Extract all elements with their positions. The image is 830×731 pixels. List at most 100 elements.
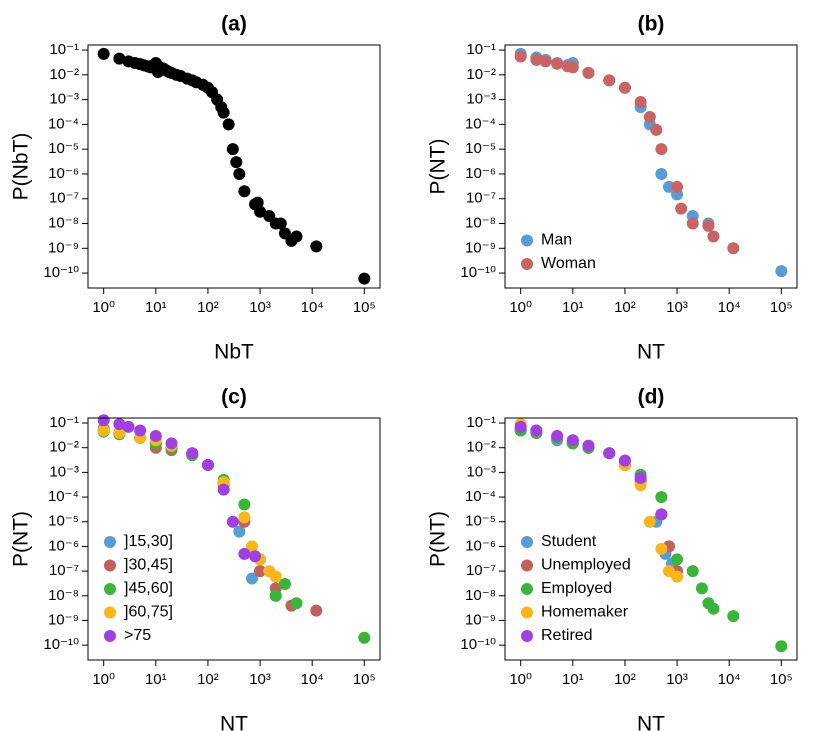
- point: [238, 511, 251, 524]
- y-tick-label: 10⁻⁹: [465, 239, 496, 256]
- x-tick-label: 10⁴: [718, 671, 741, 688]
- legend-marker: [521, 630, 533, 642]
- point: [707, 602, 720, 615]
- legend-marker: [521, 583, 533, 595]
- point: [230, 156, 243, 169]
- point: [254, 565, 267, 578]
- legend-label: ]30,45]: [124, 557, 173, 574]
- point: [566, 434, 579, 447]
- x-tick-label: 10¹: [562, 671, 584, 688]
- y-tick-label: 10⁻⁷: [49, 562, 79, 579]
- x-tick-label: 10¹: [145, 299, 167, 316]
- y-tick-label: 10⁻⁴: [465, 488, 496, 505]
- y-tick-label: 10⁻⁵: [48, 513, 79, 530]
- y-tick-label: 10⁻²: [466, 439, 496, 456]
- legend-marker: [104, 630, 116, 642]
- y-tick-label: 10⁻¹: [49, 41, 79, 58]
- point: [686, 217, 699, 230]
- y-tick-label: 10⁻⁷: [466, 190, 496, 207]
- legend-label: Employed: [541, 580, 612, 597]
- point: [707, 230, 720, 243]
- y-axis-label: P(NbT): [10, 133, 33, 201]
- point: [551, 57, 564, 70]
- point: [582, 439, 595, 452]
- point: [217, 483, 230, 496]
- point: [134, 424, 147, 437]
- point: [245, 540, 258, 553]
- y-tick-label: 10⁻⁴: [465, 115, 496, 132]
- legend-label: Student: [541, 533, 597, 550]
- point: [122, 420, 135, 433]
- point: [290, 597, 303, 610]
- point: [686, 565, 699, 578]
- point: [634, 471, 647, 484]
- point: [222, 118, 235, 131]
- x-tick-label: 10¹: [562, 299, 584, 316]
- point: [226, 143, 239, 156]
- x-tick-label: 10³: [249, 299, 271, 316]
- y-tick-label: 10⁻⁴: [48, 488, 79, 505]
- point: [603, 447, 616, 460]
- y-tick-label: 10⁻²: [49, 66, 79, 83]
- x-tick-label: 10³: [666, 299, 688, 316]
- legend-label: ]45,60]: [124, 580, 173, 597]
- legend-marker: [521, 536, 533, 548]
- point: [274, 217, 287, 230]
- point: [775, 640, 788, 653]
- panel-title: (c): [221, 386, 247, 409]
- point: [233, 525, 246, 538]
- y-tick-label: 10⁻¹⁰: [460, 264, 496, 281]
- x-tick-label: 10⁵: [770, 299, 793, 316]
- x-tick-label: 10²: [614, 671, 636, 688]
- point: [655, 491, 668, 504]
- legend-label: ]15,30]: [124, 533, 173, 550]
- y-tick-label: 10⁻⁸: [465, 214, 496, 231]
- y-tick-label: 10⁻⁶: [465, 537, 496, 554]
- point: [727, 242, 740, 255]
- point: [671, 180, 684, 193]
- x-tick-label: 10⁴: [718, 299, 741, 316]
- point: [775, 265, 788, 278]
- x-axis-label: NT: [637, 713, 665, 731]
- y-tick-label: 10⁻¹⁰: [460, 636, 496, 653]
- legend-marker: [521, 559, 533, 572]
- x-tick-label: 10⁰: [509, 299, 532, 316]
- point: [603, 74, 616, 87]
- point: [727, 610, 740, 623]
- y-tick-label: 10⁻⁵: [465, 140, 496, 157]
- y-tick-label: 10⁻¹⁰: [43, 264, 79, 281]
- plot-frame: [504, 417, 798, 661]
- point: [201, 458, 214, 471]
- point: [238, 498, 251, 511]
- y-tick-label: 10⁻¹: [49, 414, 79, 431]
- legend-label: Unemployed: [541, 557, 631, 574]
- point: [618, 81, 631, 94]
- point: [566, 61, 579, 74]
- x-axis-label: NbT: [214, 341, 254, 364]
- point: [634, 96, 647, 109]
- y-tick-label: 10⁻³: [466, 91, 496, 108]
- y-tick-label: 10⁻⁵: [48, 140, 79, 157]
- point: [702, 219, 715, 232]
- legend-marker: [104, 559, 116, 572]
- x-tick-label: 10⁴: [301, 299, 324, 316]
- point: [97, 47, 110, 60]
- x-tick-label: 10⁰: [92, 299, 115, 316]
- legend-marker: [521, 234, 533, 247]
- x-axis-label: NT: [637, 341, 665, 364]
- point: [249, 550, 262, 563]
- legend-label: ]60,75]: [124, 604, 173, 621]
- point: [514, 50, 527, 63]
- y-tick-label: 10⁻¹: [466, 41, 496, 58]
- point: [113, 52, 126, 65]
- point: [695, 582, 708, 595]
- legend-marker: [104, 536, 116, 548]
- point: [514, 420, 527, 433]
- x-tick-label: 10⁵: [353, 299, 376, 316]
- x-tick-label: 10⁰: [92, 671, 115, 688]
- point: [269, 589, 282, 602]
- y-tick-label: 10⁻⁴: [48, 115, 79, 132]
- x-tick-label: 10¹: [145, 671, 167, 688]
- point: [530, 53, 543, 66]
